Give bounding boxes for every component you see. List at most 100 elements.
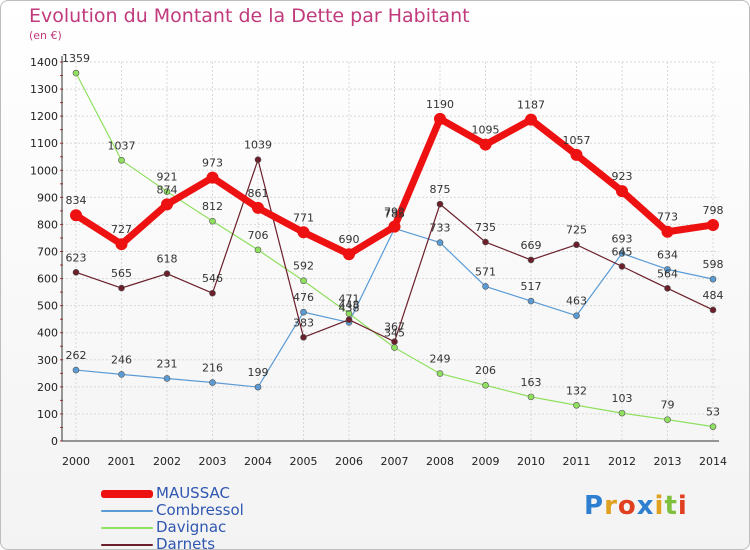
legend-swatch bbox=[101, 543, 153, 546]
x-tick-label: 2014 bbox=[699, 455, 727, 468]
x-tick-label: 2013 bbox=[654, 455, 682, 468]
data-label: 792 bbox=[384, 206, 405, 219]
data-label: 861 bbox=[248, 187, 269, 200]
data-point bbox=[72, 269, 80, 276]
x-tick-label: 2010 bbox=[517, 455, 545, 468]
data-point bbox=[573, 312, 580, 319]
data-label: 1359 bbox=[62, 52, 90, 65]
data-label: 923 bbox=[612, 170, 633, 183]
logo-letter: r bbox=[604, 491, 618, 521]
data-label: 1095 bbox=[472, 124, 500, 137]
data-point bbox=[527, 256, 535, 264]
data-point bbox=[479, 138, 492, 151]
x-tick-label: 2000 bbox=[62, 455, 90, 468]
data-label: 623 bbox=[66, 251, 87, 264]
data-point bbox=[254, 156, 262, 164]
data-point bbox=[343, 248, 355, 261]
logo-letter: i bbox=[677, 491, 688, 521]
data-point bbox=[709, 423, 717, 430]
data-point bbox=[70, 209, 82, 222]
y-tick-label: 100 bbox=[37, 408, 58, 421]
data-point bbox=[206, 171, 219, 184]
x-tick-label: 2003 bbox=[199, 455, 227, 468]
legend-item: Davignac bbox=[101, 519, 244, 536]
data-point bbox=[254, 246, 262, 254]
data-point bbox=[391, 344, 398, 351]
legend-item: MAUSSAC bbox=[101, 485, 244, 502]
data-label: 103 bbox=[612, 392, 633, 405]
data-point bbox=[525, 113, 537, 126]
data-point bbox=[482, 238, 489, 246]
y-tick-label: 1200 bbox=[30, 110, 58, 123]
data-point bbox=[72, 69, 80, 77]
data-point bbox=[252, 201, 264, 214]
y-tick-label: 1300 bbox=[30, 83, 58, 96]
data-point bbox=[661, 225, 674, 238]
data-label: 216 bbox=[202, 362, 223, 375]
data-point bbox=[664, 285, 671, 292]
data-label: 199 bbox=[248, 366, 269, 379]
chart-subtitle: (en €) bbox=[29, 29, 62, 42]
data-point bbox=[297, 226, 310, 239]
data-label: 53 bbox=[706, 406, 720, 419]
x-tick-label: 2005 bbox=[290, 455, 318, 468]
data-label: 463 bbox=[566, 295, 587, 308]
data-point bbox=[388, 220, 401, 233]
data-label: 476 bbox=[293, 291, 314, 304]
data-label: 706 bbox=[248, 229, 269, 242]
legend-item: Darnets bbox=[101, 536, 244, 549]
data-point bbox=[209, 289, 216, 297]
data-label: 163 bbox=[521, 376, 542, 389]
data-label: 690 bbox=[339, 233, 360, 246]
data-point bbox=[573, 241, 580, 249]
x-tick-label: 2006 bbox=[335, 455, 363, 468]
logo-letter: t bbox=[664, 491, 678, 521]
data-point bbox=[254, 383, 262, 391]
y-tick-label: 700 bbox=[37, 246, 58, 259]
data-point bbox=[482, 283, 489, 290]
data-label: 132 bbox=[566, 384, 587, 397]
data-label: 571 bbox=[475, 265, 496, 278]
data-label: 725 bbox=[566, 224, 587, 237]
y-tick-label: 900 bbox=[37, 191, 58, 204]
data-point bbox=[573, 401, 580, 409]
data-label: 773 bbox=[657, 211, 678, 224]
data-point bbox=[482, 381, 489, 389]
data-label: 383 bbox=[293, 316, 314, 329]
data-point bbox=[391, 338, 398, 345]
data-point bbox=[570, 148, 583, 161]
data-point bbox=[616, 185, 628, 198]
data-label: 564 bbox=[657, 267, 678, 280]
data-point bbox=[527, 393, 535, 401]
data-point bbox=[300, 334, 307, 341]
data-label: 727 bbox=[111, 223, 132, 236]
data-label: 262 bbox=[66, 349, 87, 362]
logo-letter: i bbox=[654, 491, 665, 521]
data-label: 973 bbox=[202, 157, 223, 170]
data-point bbox=[72, 366, 80, 374]
x-tick-label: 2002 bbox=[153, 455, 181, 468]
x-tick-label: 2012 bbox=[608, 455, 636, 468]
data-point bbox=[436, 370, 444, 377]
logo-letter: o bbox=[617, 491, 637, 521]
data-label: 367 bbox=[384, 321, 405, 334]
data-point bbox=[707, 218, 719, 231]
x-tick-label: 2004 bbox=[244, 455, 272, 468]
data-label: 618 bbox=[157, 253, 178, 266]
data-point bbox=[664, 266, 671, 273]
y-tick-label: 1400 bbox=[30, 56, 58, 69]
y-tick-label: 1100 bbox=[30, 137, 58, 150]
data-label: 1190 bbox=[426, 98, 454, 111]
data-point bbox=[345, 316, 353, 324]
data-label: 1187 bbox=[517, 99, 545, 112]
data-point bbox=[618, 409, 626, 417]
data-label: 785 bbox=[384, 207, 405, 220]
data-point bbox=[118, 371, 125, 378]
data-point bbox=[209, 217, 216, 225]
data-label: 834 bbox=[66, 194, 87, 207]
data-point bbox=[163, 270, 171, 277]
y-tick-label: 1000 bbox=[30, 164, 58, 177]
legend-swatch bbox=[101, 489, 153, 498]
data-label: 448 bbox=[339, 299, 360, 312]
